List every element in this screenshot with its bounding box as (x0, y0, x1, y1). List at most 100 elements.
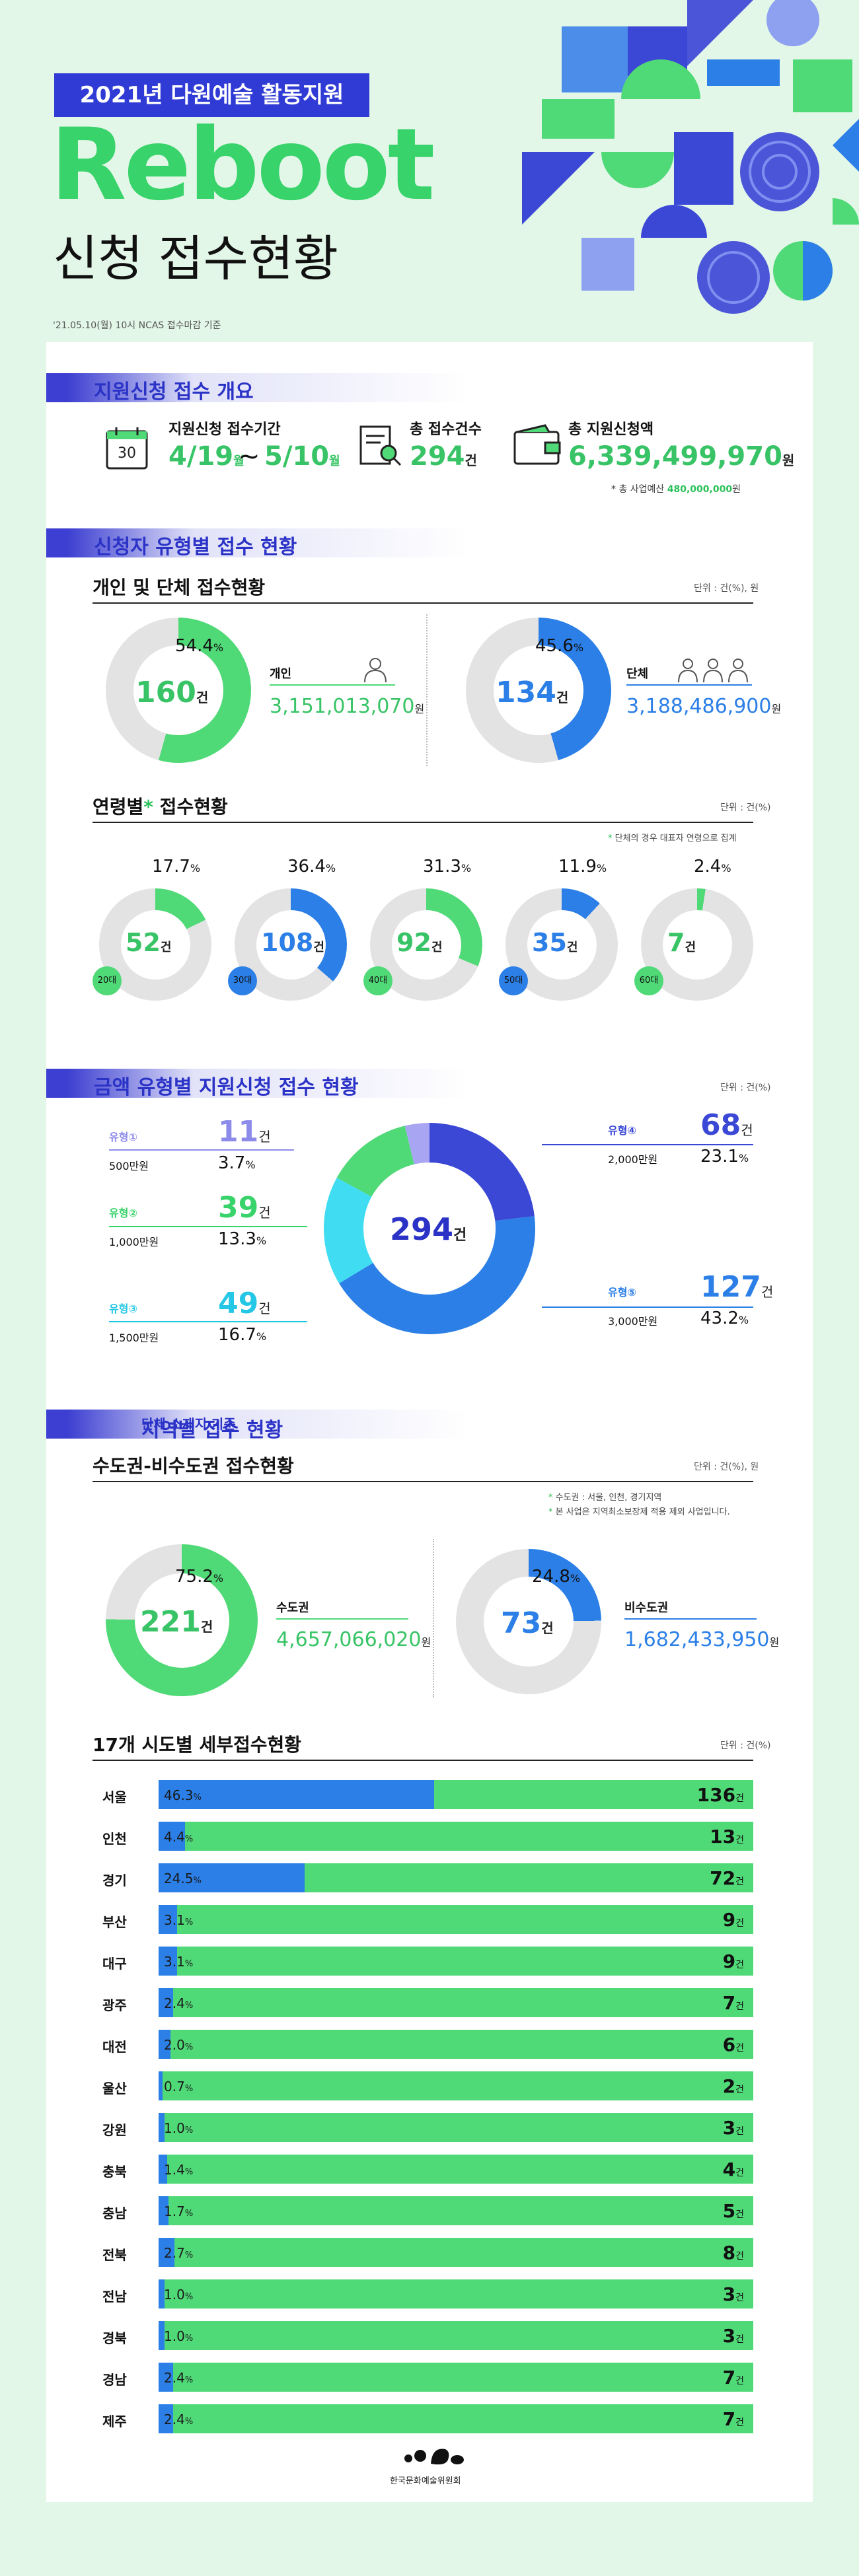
province-count: 3건 (722, 2283, 744, 2305)
province-bar: 3.1% 9건 (159, 1947, 753, 1976)
province-name: 충북 (102, 2164, 127, 2180)
age-count: 35건 (532, 928, 578, 957)
capital-count: 221건 (140, 1605, 213, 1639)
section-heading-amount-type: 금액 유형별 지원신청 접수 현황 (46, 1069, 469, 1099)
period-end: 5/10월 (264, 441, 340, 472)
individual-group-unit: 단위 : 건(%), 원 (694, 583, 759, 594)
province-pct: 1.4% (164, 2162, 194, 2178)
province-pct: 2.0% (164, 2037, 194, 2053)
province-pct: 1.7% (164, 2203, 194, 2219)
slice-type1 (404, 1123, 430, 1164)
capital-title: 수도권-비수도권 접수현황 (93, 1455, 294, 1477)
amount-type-donut (324, 1123, 535, 1334)
age-count: 7건 (667, 928, 696, 957)
province-bar: 1.7% 5건 (159, 2196, 753, 2225)
type-count: 127건 (700, 1270, 774, 1304)
province-bar-fill (159, 2363, 173, 2392)
province-bar-fill (159, 2071, 163, 2100)
province-bar-fill (159, 2404, 173, 2433)
age-group-badge: 20대 (93, 966, 122, 995)
province-count: 8건 (722, 2242, 744, 2264)
noncapital-underline (624, 1618, 757, 1620)
section-heading-overview: 지원신청 접수 개요 (46, 373, 469, 404)
region-note-2: * 본 사업은 지역최소보장제 적용 제외 사업입니다. (548, 1507, 730, 1517)
province-count: 7건 (722, 2367, 744, 2388)
divider (93, 822, 753, 823)
capital-donut (106, 1544, 258, 1696)
capital-unit: 단위 : 건(%), 원 (694, 1462, 759, 1472)
province-bar: 0.7% 2건 (159, 2071, 753, 2100)
type-name: 유형① (109, 1131, 137, 1143)
group-people-icon (678, 659, 748, 683)
province-count: 9건 (722, 1950, 744, 1972)
age-count: 92건 (396, 928, 443, 957)
capital-underline (276, 1618, 408, 1620)
province-bar: 24.5% 72건 (159, 1863, 753, 1892)
divider (93, 1760, 753, 1761)
noncapital-amount: 1,682,433,950원 (624, 1628, 780, 1651)
age-pct: 36.4% (287, 857, 336, 877)
individual-amount: 3,151,013,070원 (270, 695, 425, 718)
province-bar-fill (159, 2113, 165, 2142)
province-count: 7건 (722, 2408, 744, 2430)
type-pct: 16.7% (218, 1325, 267, 1345)
type-pct: 23.1% (700, 1147, 749, 1166)
province-bar: 4.4% 13건 (159, 1822, 753, 1851)
province-name: 부산 (102, 1914, 127, 1930)
province-count: 9건 (722, 1909, 744, 1931)
province-name: 대구 (102, 1956, 127, 1972)
type-name: 유형② (109, 1207, 137, 1219)
type-amount: 2,000만원 (608, 1153, 658, 1166)
type-count: 68건 (700, 1108, 753, 1142)
province-bar: 1.0% 3건 (159, 2279, 753, 2308)
province-bar-fill (159, 2155, 167, 2184)
province-count: 4건 (722, 2159, 744, 2180)
amount-type-unit: 단위 : 건(%) (720, 1083, 771, 1093)
province-count: 3건 (722, 2117, 744, 2139)
age-group-badge: 50대 (499, 966, 528, 995)
noncapital-label: 비수도권 (624, 1601, 669, 1615)
province-pct: 1.0% (164, 2328, 194, 2344)
province-name: 제주 (102, 2414, 127, 2429)
type-count: 49건 (218, 1287, 271, 1320)
footer-org: 한국문화예술위원회 (390, 2476, 461, 2486)
province-bar-fill (159, 1988, 173, 2017)
type-leader-line (109, 1149, 294, 1151)
province-name: 광주 (102, 1997, 127, 2013)
group-count: 134건 (496, 676, 569, 709)
group-pct: 45.6% (535, 636, 584, 656)
age-pct: 17.7% (152, 857, 201, 877)
slice-type2 (336, 1126, 414, 1197)
person-icon (364, 658, 387, 683)
province-bar: 2.4% 7건 (159, 2363, 753, 2392)
province-pct: 1.0% (164, 2120, 194, 2136)
province-bar-fill (159, 1863, 305, 1892)
type-leader-line (542, 1144, 753, 1145)
header-subtitle: 신청 접수현황 (53, 231, 339, 287)
province-bar-fill (159, 2030, 170, 2059)
age-pct: 31.3% (423, 857, 472, 877)
group-underline (626, 684, 752, 686)
province-pct: 2.4% (164, 2412, 194, 2427)
province-bar: 1.0% 3건 (159, 2113, 753, 2142)
period-label: 지원신청 접수기간 (168, 421, 281, 438)
period-start: 4/19월 (168, 441, 244, 472)
province-bar-fill (159, 1947, 177, 1976)
province-name: 서울 (102, 1789, 127, 1805)
province-bar: 2.0% 6건 (159, 2030, 753, 2059)
province-bar-fill (159, 2238, 175, 2267)
capital-label: 수도권 (276, 1601, 309, 1615)
type-pct: 3.7% (218, 1153, 256, 1173)
amount-label: 총 지원신청액 (568, 421, 654, 438)
province-name: 강원 (102, 2122, 127, 2138)
type-count: 39건 (218, 1191, 271, 1225)
individual-underline (270, 684, 395, 686)
type-amount: 1,000만원 (109, 1236, 159, 1248)
age-group-badge: 60대 (634, 966, 663, 995)
province-pct: 2.7% (164, 2245, 194, 2261)
province-bar-fill (159, 1780, 434, 1809)
province-count: 6건 (722, 2034, 744, 2056)
province-name: 인천 (102, 1831, 127, 1847)
age-pct: 11.9% (558, 857, 607, 877)
group-donut (466, 618, 611, 763)
